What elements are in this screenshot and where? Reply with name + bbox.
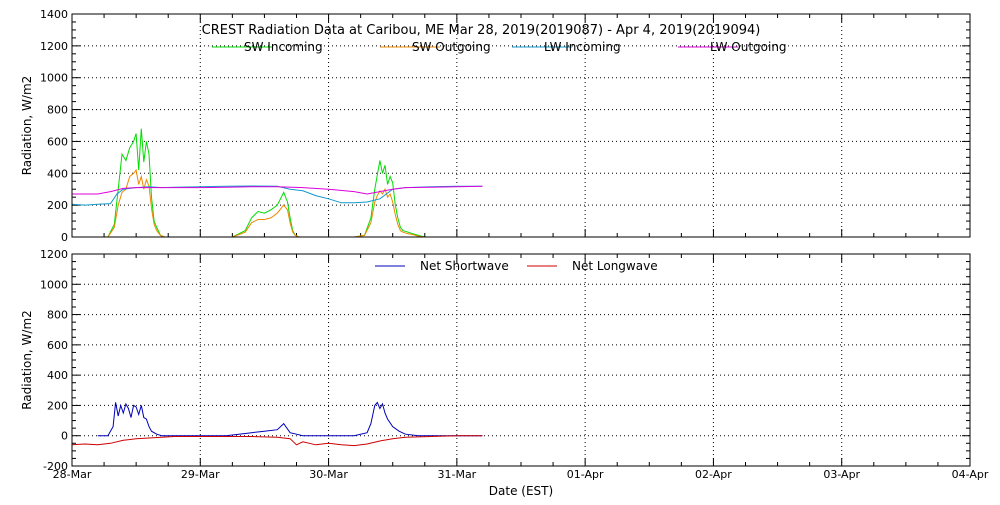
x-tick-label: 29-Mar (181, 468, 220, 481)
legend-label-lw-outgoing: LW Outgoing (710, 40, 787, 54)
x-tick-label: 01-Apr (567, 468, 604, 481)
y-tick-label: 400 (47, 167, 68, 180)
legend-label-lw-incoming: LW Incoming (544, 40, 621, 54)
series-line-net-shortwave (97, 401, 483, 437)
y-axis-title: Radiation, W/m2 (20, 310, 34, 410)
y-tick-label: 1200 (40, 248, 68, 261)
series-line-lw-incoming (71, 185, 483, 206)
x-tick-label: 03-Apr (823, 468, 860, 481)
y-tick-label: 1200 (40, 40, 68, 53)
chart-title: CREST Radiation Data at Caribou, ME Mar … (202, 23, 761, 38)
series-line-lw-outgoing (72, 185, 483, 195)
radiation-components-panel: 0 200 400 600 800 1000 1200 1400 Radiation, W/m2… (20, 8, 971, 244)
y-tick-label: -200 (43, 460, 68, 473)
plot-frame (71, 253, 971, 467)
y-tick-label: 800 (47, 104, 68, 117)
x-tick-label: 30-Mar (309, 468, 348, 481)
y-tick-label: 0 (61, 430, 68, 443)
y-tick-label: 200 (47, 199, 68, 212)
y-tick-label: 600 (47, 135, 68, 148)
y-tick-label: 600 (47, 339, 68, 352)
series-line-net-longwave (71, 435, 483, 447)
y-axis-title: Radiation, W/m2 (20, 76, 34, 176)
legend-label-net-shortwave: Net Shortwave (420, 259, 509, 273)
y-tick-label: 1000 (40, 72, 68, 85)
legend-label-sw-outgoing: SW Outgoing (412, 40, 491, 54)
y-tick-label: 1400 (40, 8, 68, 21)
x-tick-label: 31-Mar (437, 468, 476, 481)
series-line-sw-outgoing (97, 168, 432, 238)
legend-label-sw-incoming: SW Incoming (244, 40, 323, 54)
series-line-sw-incoming (97, 128, 432, 238)
x-tick-label: 04-Apr (952, 468, 989, 481)
x-tick-label: 02-Apr (695, 468, 732, 481)
x-tick-label: 28-Mar (53, 468, 92, 481)
plot-frame (71, 13, 971, 238)
y-tick-label: 800 (47, 309, 68, 322)
net-radiation-panel: -200 0 200 400 600 800 1000 1200 28-Mar 29-Mar 30-… (20, 248, 989, 481)
x-axis-title: Date (EST) (489, 484, 553, 498)
y-tick-label: 200 (47, 399, 68, 412)
y-tick-label: 1000 (40, 278, 68, 291)
y-tick-label: 400 (47, 369, 68, 382)
y-tick-label: 0 (61, 231, 68, 244)
legend-label-net-longwave: Net Longwave (572, 259, 658, 273)
